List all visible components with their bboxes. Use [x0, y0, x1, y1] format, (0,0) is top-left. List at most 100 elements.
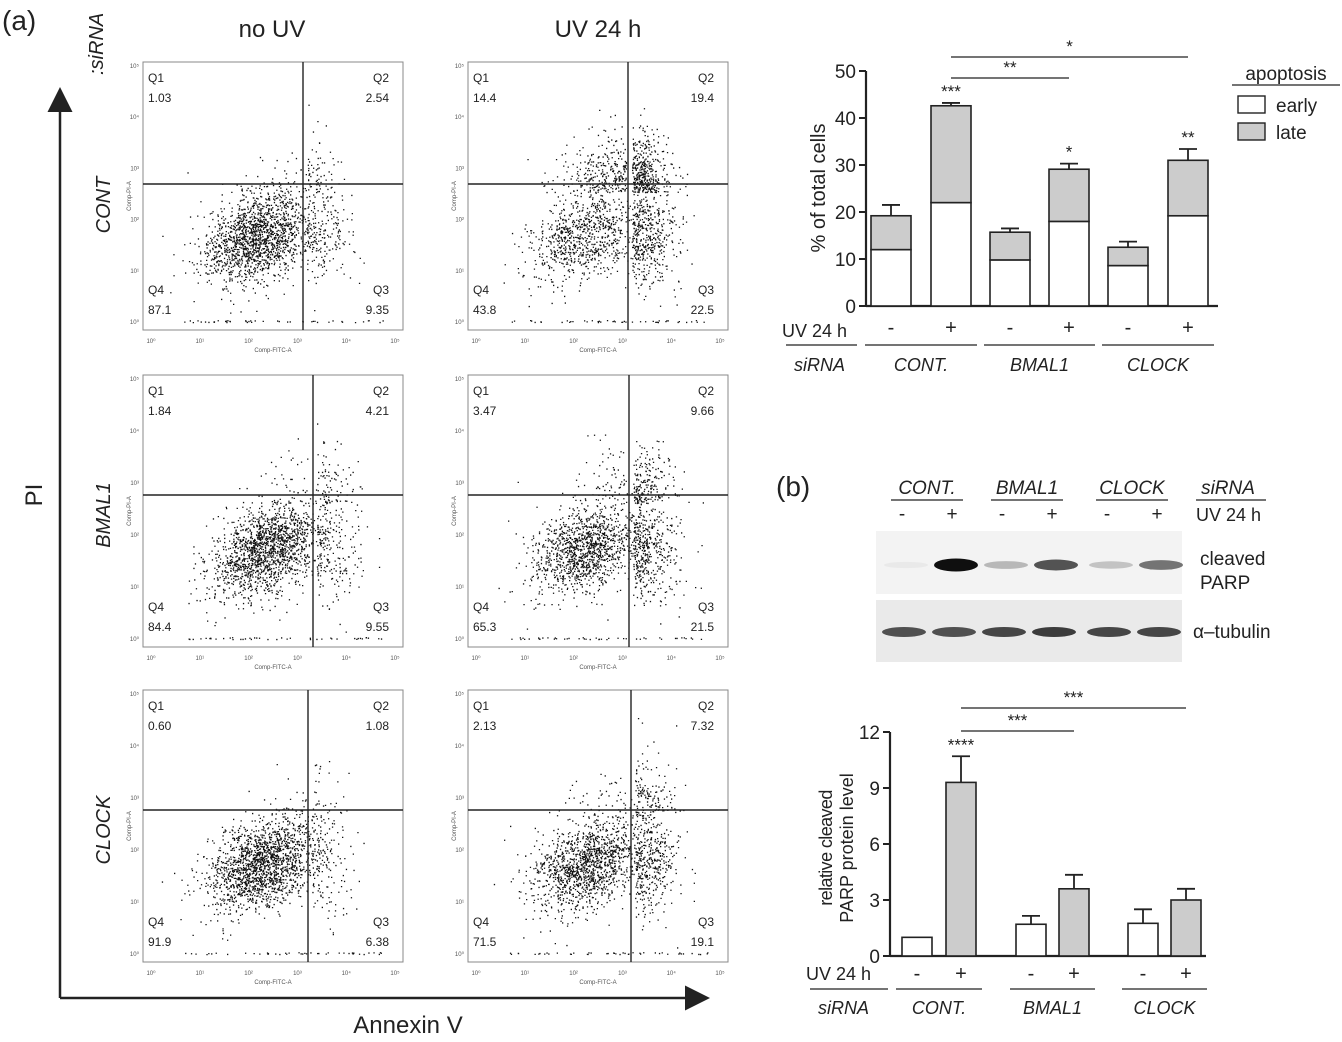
blot-sirna-label: siRNA	[1201, 478, 1255, 499]
quadrant-q1-label: Q1	[473, 699, 489, 713]
flow-y-tick: 10¹	[455, 585, 464, 591]
parp-sirna-row-label: siRNA	[818, 998, 869, 1018]
apoptosis-ylabel: % of total cells	[808, 124, 830, 253]
flow-x-tick: 10³	[293, 339, 302, 345]
group-label: CONT.	[894, 355, 948, 375]
flow-y-tick: 10³	[455, 166, 464, 172]
tubulin-band	[1087, 627, 1131, 637]
quadrant-q4-value: 87.1	[148, 303, 172, 317]
band-label-parp-1: cleaved	[1200, 549, 1266, 570]
quadrant-q4-label: Q4	[148, 283, 164, 297]
y-tick-label: 0	[845, 297, 856, 318]
flow-y-tick: 10⁵	[130, 691, 140, 698]
flow-y-tick: 10⁴	[455, 428, 465, 435]
quadrant-q3-value: 22.5	[691, 303, 715, 317]
bar-late	[1167, 159, 1209, 217]
uv-sign: -	[1140, 963, 1147, 985]
bar-early	[1048, 220, 1090, 307]
flow-x-tick: 10¹	[195, 339, 204, 345]
row-label-bmal1: BMAL1	[93, 482, 115, 548]
band-label-tubulin: α–tubulin	[1193, 622, 1271, 643]
bracket-label: **	[1003, 58, 1017, 77]
quadrant-q4-label: Q4	[148, 600, 164, 614]
flow-y-tick: 10¹	[130, 585, 139, 591]
flow-plot-frame	[142, 689, 404, 963]
uv-sign: -	[1028, 963, 1035, 985]
quadrant-q1-label: Q1	[473, 71, 489, 85]
flow-plot-frame	[467, 61, 729, 331]
bar-early	[1167, 214, 1209, 307]
y-tick-label: 50	[835, 62, 856, 83]
flow-x-axis-label: Comp-FITC-A	[579, 980, 616, 986]
significance-marker: *	[1066, 143, 1073, 162]
quadrant-q4-value: 71.5	[473, 935, 497, 949]
panel-b-label: (b)	[776, 471, 810, 502]
flow-x-tick: 10⁴	[342, 970, 352, 977]
flow-y-tick: 10²	[130, 218, 139, 224]
flow-x-tick: 10⁵	[390, 338, 400, 345]
tubulin-band	[882, 627, 926, 637]
blot-group-label: CLOCK	[1099, 478, 1166, 499]
bracket-label: ***	[1008, 711, 1028, 730]
bar	[901, 936, 933, 957]
flow-y-tick: 10⁴	[455, 743, 465, 750]
flow-x-tick: 10³	[293, 656, 302, 662]
flow-x-tick: 10²	[244, 656, 253, 662]
uv-sign: +	[1182, 317, 1194, 339]
flow-x-axis-label: Comp-FITC-A	[254, 980, 291, 986]
bar-late	[930, 104, 972, 204]
quadrant-q4-value: 91.9	[148, 935, 172, 949]
flow-x-tick: 10⁵	[715, 338, 725, 345]
panel-a-label: (a)	[2, 5, 36, 36]
flow-y-axis-label: Comp-PI-A	[127, 496, 133, 526]
flow-y-tick: 10²	[455, 533, 464, 539]
blot-group-label: BMAL1	[996, 478, 1058, 499]
flow-x-tick: 10¹	[195, 656, 204, 662]
blot-group-label: CONT.	[898, 478, 955, 499]
flow-y-tick: 10²	[130, 848, 139, 854]
uv-sign: -	[914, 963, 921, 985]
quadrant-q2-label: Q2	[373, 699, 389, 713]
flow-y-tick: 10⁴	[130, 114, 140, 121]
row-label-clock: CLOCK	[93, 794, 115, 865]
flow-y-tick: 10⁵	[455, 376, 465, 383]
flow-plots: Q1 1.03 Q2 2.54 Q4 87.1 Q3 9.35 10⁰ 10⁰ 10¹ 10¹ 10² 1…	[127, 61, 729, 986]
flow-x-tick: 10²	[569, 656, 578, 662]
flow-plot-frame	[142, 61, 404, 331]
quadrant-q1-value: 1.03	[148, 91, 172, 105]
quadrant-q3-value: 9.55	[366, 620, 390, 634]
quadrant-q1-label: Q1	[473, 384, 489, 398]
flow-y-tick: 10⁴	[130, 743, 140, 750]
blot-lane-sign: +	[946, 504, 957, 525]
flow-x-tick: 10⁰	[146, 655, 156, 662]
flow-x-tick: 10⁰	[471, 970, 481, 977]
quadrant-q4-label: Q4	[473, 283, 489, 297]
quadrant-q3-value: 21.5	[691, 620, 715, 634]
quadrant-q2-label: Q2	[698, 384, 714, 398]
y-tick-label: 10	[835, 250, 856, 271]
flow-y-tick: 10⁵	[130, 376, 140, 383]
sirna-row-header: :siRNA	[86, 13, 108, 75]
flow-x-axis-label: Comp-FITC-A	[579, 665, 616, 671]
flow-y-axis-label: Comp-PI-A	[452, 496, 458, 526]
group-label: CONT.	[912, 998, 966, 1018]
uv-sign: -	[1007, 317, 1014, 339]
bar	[1015, 923, 1047, 957]
quadrant-q1-label: Q1	[148, 384, 164, 398]
parp-band	[1139, 560, 1183, 570]
uv-sign: +	[1063, 317, 1075, 339]
parp-band	[1089, 561, 1133, 569]
quadrant-q4-value: 65.3	[473, 620, 497, 634]
quadrant-q3-label: Q3	[373, 283, 389, 297]
flow-x-tick: 10⁵	[715, 655, 725, 662]
tubulin-band	[932, 627, 976, 637]
quadrant-q2-label: Q2	[373, 384, 389, 398]
y-tick-label: 6	[869, 835, 880, 856]
flow-plot-frame	[467, 374, 729, 648]
flow-x-tick: 10³	[618, 971, 627, 977]
flow-y-tick: 10²	[455, 218, 464, 224]
y-tick-label: 0	[869, 947, 880, 968]
quadrant-q3-label: Q3	[373, 915, 389, 929]
flow-y-tick: 10⁰	[455, 319, 465, 326]
